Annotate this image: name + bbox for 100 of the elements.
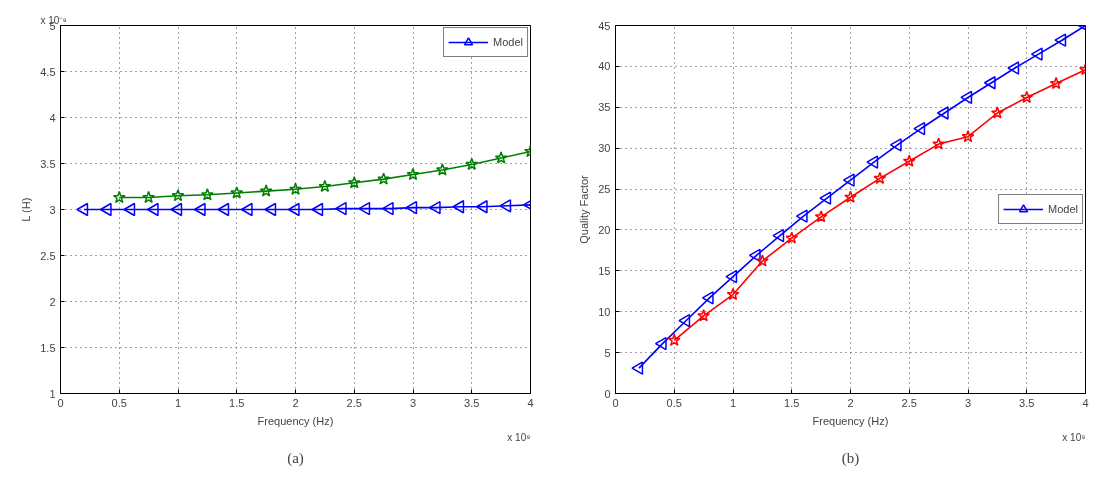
y-tick-label: 45 — [598, 19, 611, 32]
point — [755, 254, 769, 267]
point — [842, 173, 855, 187]
point — [631, 361, 644, 375]
point — [725, 269, 738, 284]
y-tick-label: 3.5 — [40, 157, 56, 170]
point — [654, 336, 667, 351]
y-tick-label: 10 — [598, 305, 611, 318]
y-axis-title: L (H) — [20, 197, 33, 222]
x-tick-label: 1 — [729, 396, 737, 409]
x-tick-label: 0.5 — [111, 396, 127, 409]
x-tick-label: 2 — [847, 396, 854, 409]
point — [1030, 47, 1043, 61]
point — [405, 200, 418, 215]
point — [406, 167, 420, 181]
point — [289, 182, 302, 195]
x-tick-label: 2.5 — [346, 396, 362, 409]
point — [960, 90, 973, 105]
x-tick-label: 0.5 — [666, 396, 682, 409]
point — [697, 309, 711, 322]
point — [844, 190, 857, 203]
x-tick-label: 2.5 — [901, 396, 917, 409]
text: (b) — [841, 449, 860, 467]
point — [1007, 61, 1020, 75]
x-tick-label: 1.5 — [784, 396, 800, 409]
point — [259, 184, 273, 197]
legend-label: Model — [493, 36, 523, 48]
point — [347, 176, 361, 189]
point — [193, 202, 206, 217]
y-tick-label: 2.5 — [40, 249, 56, 262]
point — [318, 179, 332, 193]
text: (a) — [287, 449, 304, 467]
point — [377, 172, 391, 185]
x-tick-label: 1.5 — [229, 396, 245, 409]
point — [990, 106, 1004, 119]
y-tick-label: 1.5 — [40, 341, 56, 354]
point — [475, 199, 488, 214]
point — [961, 129, 975, 143]
point — [902, 154, 916, 167]
y-tick-label: 30 — [598, 142, 611, 155]
point — [358, 201, 371, 216]
x-tick-label: 3 — [964, 396, 972, 409]
legend-label: Model — [1048, 203, 1078, 215]
point — [112, 190, 126, 204]
y-tick-label: 4.5 — [40, 65, 56, 78]
x-tick-label: 1 — [174, 396, 182, 409]
point — [171, 188, 185, 202]
point — [264, 202, 277, 217]
x-tick-label: 0 — [57, 396, 64, 409]
point — [726, 287, 740, 301]
point — [428, 200, 441, 215]
point — [814, 210, 828, 223]
point — [452, 199, 465, 214]
point — [217, 202, 230, 217]
point — [240, 202, 253, 217]
y-tick-label: 3 — [49, 203, 56, 216]
point — [889, 138, 902, 152]
y-tick-label: 1 — [49, 387, 56, 400]
point — [772, 228, 785, 243]
point — [936, 106, 949, 120]
x-axis-title: Frequency (Hz) — [812, 414, 889, 427]
point — [667, 333, 681, 346]
y-axis-title: Quality Factor — [578, 174, 591, 244]
y-tick-label: 15 — [598, 264, 611, 277]
point — [873, 171, 887, 185]
y-tick-label: 2 — [49, 295, 56, 308]
point — [748, 248, 761, 263]
point — [1020, 90, 1034, 104]
point — [499, 199, 512, 213]
point — [142, 190, 156, 204]
y-tick-label: 25 — [598, 183, 611, 196]
point — [230, 186, 244, 199]
point — [465, 157, 479, 171]
x-tick-label: 3 — [409, 396, 417, 409]
text: x 10⁹ — [1062, 431, 1086, 443]
y-tick-label: 35 — [598, 101, 611, 114]
point — [170, 202, 183, 217]
point — [701, 291, 714, 305]
x-tick-label: 2 — [292, 396, 299, 409]
y-tick-label: 0 — [604, 387, 611, 400]
text: x 10⁹ — [507, 431, 531, 443]
point — [785, 231, 799, 244]
point — [123, 202, 136, 217]
point — [311, 202, 324, 217]
point — [287, 202, 300, 217]
point — [932, 137, 946, 150]
point — [200, 188, 214, 201]
point — [678, 313, 691, 328]
x-tick-label: 0 — [612, 396, 619, 409]
point — [146, 202, 159, 217]
x-tick-label: 4 — [1082, 396, 1089, 409]
point — [494, 151, 508, 164]
point — [76, 202, 89, 217]
y-tick-label: 40 — [598, 60, 611, 73]
point — [1049, 76, 1063, 90]
point — [795, 209, 808, 223]
y-tick-label: 5 — [604, 346, 611, 359]
point — [1054, 33, 1067, 47]
point — [99, 202, 112, 217]
point — [435, 163, 449, 176]
